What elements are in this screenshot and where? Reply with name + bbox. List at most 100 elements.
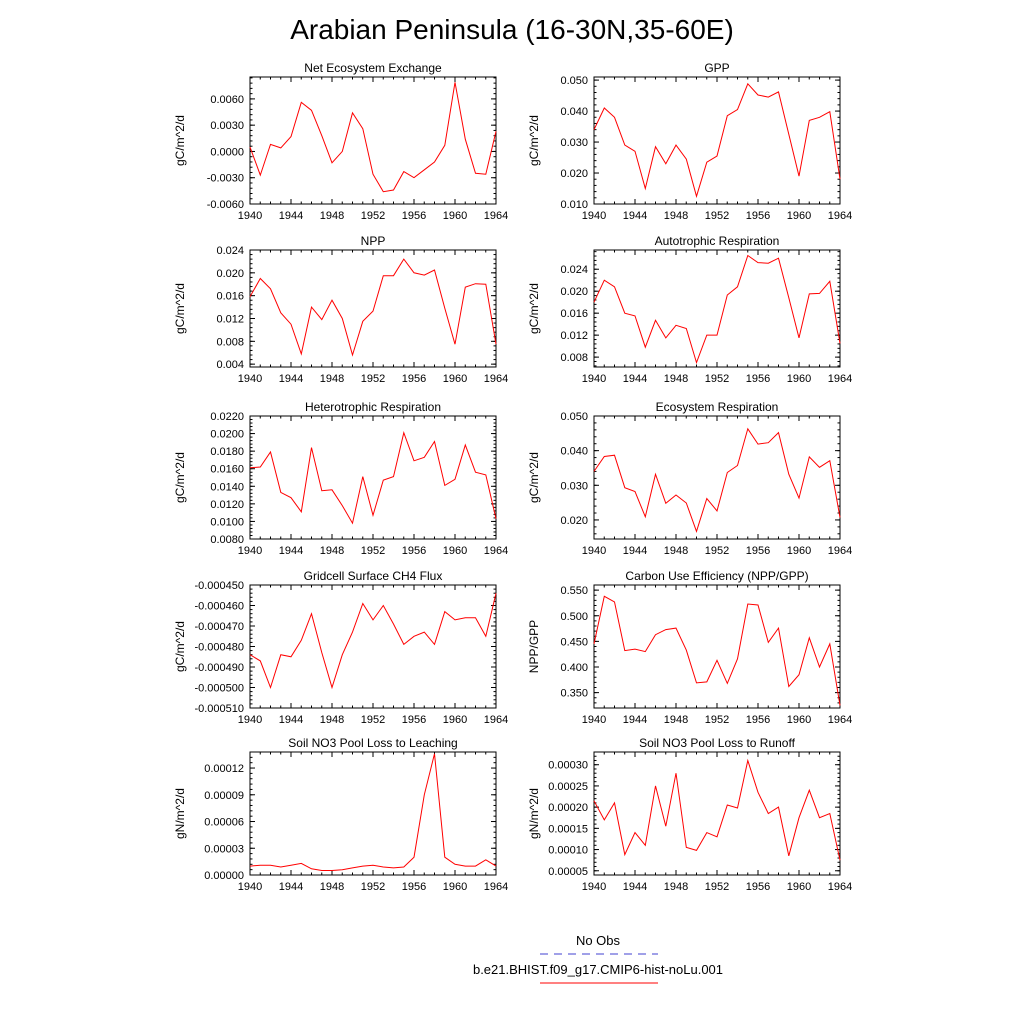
x-tick-label: 1940 — [238, 714, 262, 726]
y-tick-label: 0.00020 — [548, 802, 588, 814]
x-tick-label: 1956 — [746, 210, 770, 222]
panel-title: NPP — [361, 234, 386, 248]
y-tick-label: 0.016 — [560, 308, 588, 320]
x-tick-label: 1944 — [623, 714, 647, 726]
x-tick-label: 1952 — [705, 545, 729, 557]
y-tick-label: 0.024 — [560, 264, 588, 276]
y-tick-label: 0.00009 — [204, 790, 244, 802]
x-tick-label: 1964 — [484, 210, 508, 222]
x-tick-label: 1944 — [279, 545, 303, 557]
y-tick-label: 0.008 — [560, 352, 588, 364]
x-tick-label: 1948 — [664, 210, 688, 222]
y-tick-label: 0.00012 — [204, 763, 244, 775]
panel-title: Soil NO3 Pool Loss to Runoff — [639, 736, 796, 750]
x-tick-label: 1944 — [623, 373, 647, 385]
x-tick-label: 1960 — [443, 881, 467, 893]
x-tick-label: 1944 — [623, 881, 647, 893]
x-tick-label: 1940 — [238, 881, 262, 893]
series-line — [249, 593, 497, 690]
x-tick-label: 1964 — [484, 881, 508, 893]
x-tick-label: 1948 — [320, 210, 344, 222]
x-tick-label: 1964 — [828, 545, 852, 557]
y-axis-label: NPP/GPP — [527, 620, 541, 673]
x-tick-label: 1956 — [746, 881, 770, 893]
y-tick-label: 0.050 — [560, 411, 588, 423]
x-tick-label: 1940 — [582, 881, 606, 893]
x-tick-label: 1948 — [664, 881, 688, 893]
panel-title: Gridcell Surface CH4 Flux — [304, 569, 443, 583]
x-tick-label: 1944 — [279, 210, 303, 222]
plot-frame — [249, 249, 497, 368]
panel-8: Carbon Use Efficiency (NPP/GPP) 1940 1944 1… — [527, 569, 852, 726]
x-tick-label: 1956 — [402, 881, 426, 893]
x-tick-label: 1944 — [279, 373, 303, 385]
x-tick-label: 1960 — [443, 714, 467, 726]
y-tick-label: 0.024 — [216, 245, 244, 257]
x-tick-label: 1956 — [402, 714, 426, 726]
y-tick-label: 0.00030 — [548, 760, 588, 772]
y-tick-label: 0.012 — [560, 330, 588, 342]
y-tick-label: 0.050 — [560, 75, 588, 87]
x-tick-label: 1944 — [279, 881, 303, 893]
y-axis-label: gN/m^2/d — [527, 788, 541, 839]
y-tick-label: 0.00025 — [548, 781, 588, 793]
x-tick-label: 1964 — [484, 545, 508, 557]
plot-frame — [593, 76, 841, 205]
x-tick-label: 1952 — [361, 714, 385, 726]
y-axis-label: gC/m^2/d — [527, 283, 541, 334]
y-axis-label: gC/m^2/d — [527, 115, 541, 166]
x-tick-label: 1952 — [705, 881, 729, 893]
panel-title: Carbon Use Efficiency (NPP/GPP) — [625, 569, 808, 583]
y-tick-label: 0.00003 — [204, 843, 244, 855]
y-tick-label: 0.0140 — [210, 481, 244, 493]
series-line — [593, 758, 841, 861]
x-tick-label: 1960 — [787, 373, 811, 385]
y-tick-label: 0.0100 — [210, 516, 244, 528]
y-axis-label: gC/m^2/d — [173, 283, 187, 334]
y-tick-label: -0.000480 — [194, 642, 244, 654]
plot-frame — [249, 584, 497, 709]
x-tick-label: 1948 — [664, 373, 688, 385]
x-tick-label: 1960 — [787, 210, 811, 222]
panel-9: Soil NO3 Pool Loss to Leaching 1940 1944 19… — [173, 736, 508, 893]
x-tick-label: 1944 — [623, 210, 647, 222]
y-axis-label: gC/m^2/d — [173, 621, 187, 672]
y-tick-label: 0.040 — [560, 446, 588, 458]
x-tick-label: 1948 — [664, 714, 688, 726]
legend-label-no-obs: No Obs — [575, 933, 621, 948]
y-tick-label: 0.0120 — [210, 499, 244, 511]
y-tick-label: -0.000490 — [194, 662, 244, 674]
x-tick-label: 1960 — [443, 210, 467, 222]
y-tick-label: -0.000500 — [194, 683, 244, 695]
y-tick-label: 0.00005 — [548, 866, 588, 878]
x-tick-label: 1960 — [787, 881, 811, 893]
panel-1: Net Ecosystem Exchange 1940 1944 1948 1952 19… — [173, 61, 508, 222]
y-tick-label: 0.020 — [560, 286, 588, 298]
x-tick-label: 1964 — [828, 210, 852, 222]
x-tick-label: 1960 — [787, 545, 811, 557]
x-tick-label: 1944 — [279, 714, 303, 726]
panel-title: Soil NO3 Pool Loss to Leaching — [288, 736, 457, 750]
x-tick-label: 1956 — [402, 373, 426, 385]
x-tick-label: 1964 — [828, 373, 852, 385]
panel-title: Autotrophic Respiration — [655, 234, 780, 248]
x-tick-label: 1948 — [320, 714, 344, 726]
panel-title: GPP — [704, 61, 729, 75]
plot-frame — [593, 584, 841, 709]
panel-6: Ecosystem Respiration 1940 1944 1948 1952 195… — [527, 400, 852, 557]
panel-title: Ecosystem Respiration — [656, 400, 779, 414]
y-tick-label: 0.400 — [560, 662, 588, 674]
y-tick-label: 0.350 — [560, 688, 588, 700]
x-tick-label: 1956 — [746, 714, 770, 726]
y-tick-label: 0.004 — [216, 359, 244, 371]
x-tick-label: 1956 — [746, 545, 770, 557]
x-tick-label: 1952 — [705, 373, 729, 385]
x-tick-label: 1956 — [746, 373, 770, 385]
x-tick-label: 1956 — [402, 545, 426, 557]
x-tick-label: 1960 — [787, 714, 811, 726]
y-tick-label: -0.000450 — [194, 580, 244, 592]
panel-title: Heterotrophic Respiration — [305, 400, 441, 414]
x-tick-label: 1964 — [484, 373, 508, 385]
x-tick-label: 1948 — [320, 545, 344, 557]
y-tick-label: 0.500 — [560, 611, 588, 623]
